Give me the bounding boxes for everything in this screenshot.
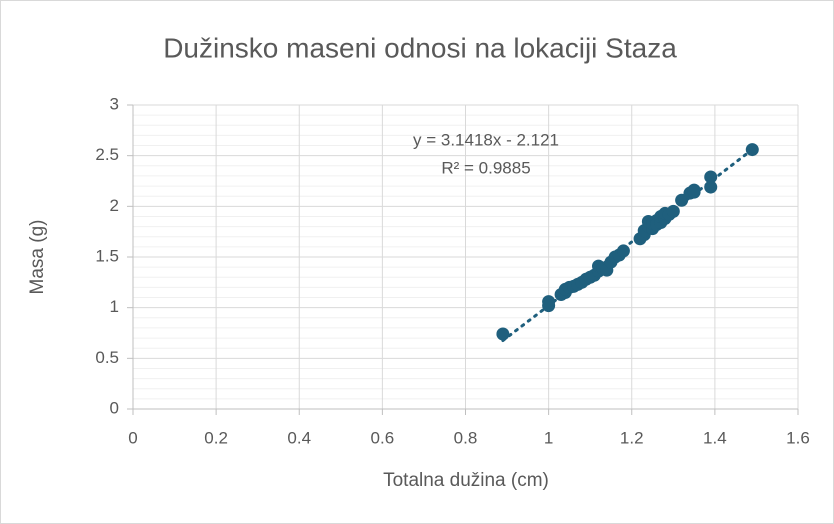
y-tick-label: 0.5 xyxy=(95,348,119,367)
x-tick-label: 0.2 xyxy=(204,428,228,447)
x-tick-label: 0 xyxy=(128,428,137,447)
trendline-equation: y = 3.1418x - 2.121 xyxy=(413,130,559,149)
y-tick-label: 0 xyxy=(110,398,119,417)
point xyxy=(496,327,510,341)
trendline-r2: R² = 0.9885 xyxy=(441,158,530,177)
point xyxy=(687,185,701,199)
chart-title: Dužinsko maseni odnosi na lokaciji Staza xyxy=(163,32,677,63)
y-tick-label: 1.5 xyxy=(95,246,119,265)
x-tick-label: 0.8 xyxy=(454,428,478,447)
y-tick-label: 3 xyxy=(110,94,119,113)
x-tick-label: 0.4 xyxy=(287,428,311,447)
point xyxy=(704,180,718,194)
y-axis-label: Masa (g) xyxy=(27,220,48,295)
point xyxy=(542,299,556,313)
x-tick-label: 1.4 xyxy=(703,428,727,447)
x-tick-label: 1 xyxy=(544,428,553,447)
y-tick-label: 1 xyxy=(110,297,119,316)
y-tick-label: 2.5 xyxy=(95,145,119,164)
x-tick-label: 0.6 xyxy=(371,428,395,447)
point xyxy=(616,244,630,258)
point xyxy=(704,170,718,184)
x-axis-label: Totalna dužina (cm) xyxy=(383,470,549,491)
point xyxy=(745,143,759,157)
x-tick-label: 1.6 xyxy=(786,428,810,447)
x-tick-label: 1.2 xyxy=(620,428,644,447)
point xyxy=(666,204,680,218)
y-tick-label: 2 xyxy=(110,196,119,215)
